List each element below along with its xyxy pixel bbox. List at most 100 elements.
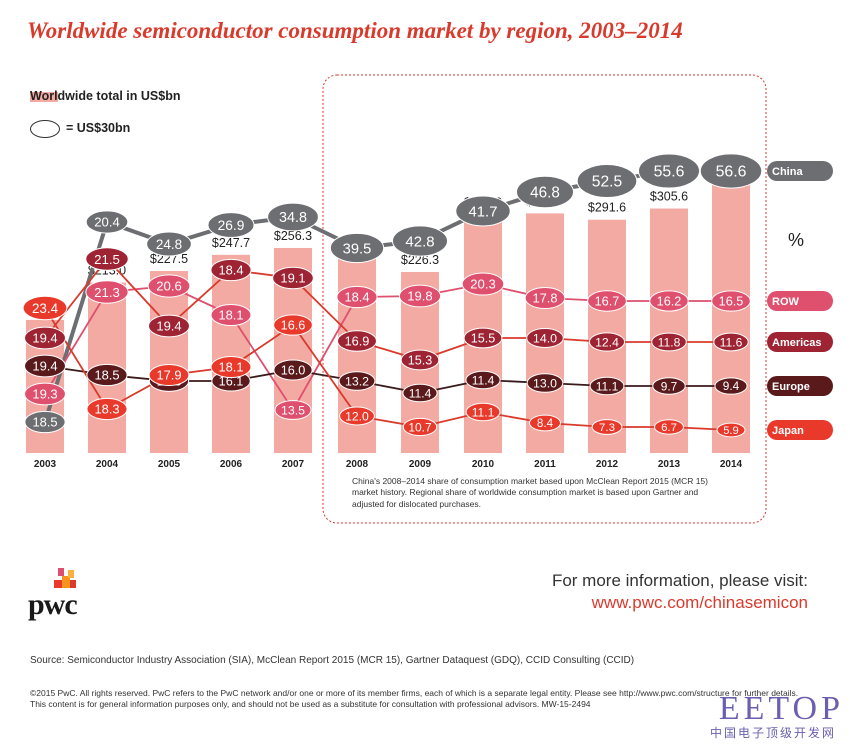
- bubble-label-china-2004: 20.4: [94, 215, 120, 230]
- bubble-label-europe-2013: 9.7: [661, 379, 677, 393]
- bar-total-2006: [212, 254, 250, 453]
- percent-label: %: [788, 230, 804, 250]
- bubble-japan-2012: [591, 419, 623, 435]
- bubble-label-americas-2004: 21.5: [94, 252, 120, 267]
- bubble-label-japan-2007: 16.6: [281, 318, 306, 333]
- bubble-japan-2005: [148, 364, 190, 386]
- bubble-japan-2013: [653, 419, 685, 435]
- bubble-europe-2013: [652, 377, 686, 395]
- bubble-europe-2003: [24, 354, 66, 378]
- bubble-label-china-2007: 34.8: [279, 210, 307, 226]
- bubble-europe-2010: [465, 370, 501, 390]
- bubble-americas-2014: [713, 332, 749, 352]
- bubble-americas-2010: [463, 327, 503, 349]
- highlight-frame: [322, 74, 767, 524]
- more-info-link[interactable]: www.pwc.com/chinasemicon: [591, 593, 808, 612]
- bubble-row-2012: [587, 290, 627, 312]
- x-tick-2011: 2011: [534, 459, 556, 470]
- bubble-label-japan-2010: 11.1: [472, 405, 495, 419]
- bubble-label-europe-2011: 13.0: [533, 376, 557, 390]
- legend-bar-label: Worldwide total in US$bn: [30, 89, 181, 103]
- bubble-label-japan-2014: 5.9: [723, 425, 739, 437]
- bubble-china-2011: [516, 175, 574, 209]
- bubble-label-row-2008: 18.4: [344, 290, 369, 305]
- bubble-label-europe-2008: 13.2: [345, 374, 369, 388]
- series-tag-label-row: ROW: [772, 296, 800, 308]
- watermark: EETOP: [718, 690, 844, 727]
- bubble-label-japan-2009: 10.7: [408, 420, 432, 434]
- series-tag-americas: [767, 332, 833, 352]
- bubble-label-china-2008: 39.5: [343, 241, 372, 257]
- bubble-china-2012: [576, 163, 638, 199]
- bubble-row-2003: [24, 382, 66, 406]
- bar-total-2014: [712, 184, 750, 454]
- bar-total-label-2009: $226.3: [401, 253, 439, 267]
- bar-total-label-2013: $305.6: [650, 190, 688, 204]
- bubble-americas-2008: [336, 330, 378, 352]
- bar-total-label-2006: $247.7: [212, 236, 250, 250]
- bubble-americas-2011: [526, 327, 564, 349]
- bubble-label-americas-2008: 16.9: [345, 334, 370, 349]
- x-tick-2006: 2006: [220, 459, 243, 470]
- bubble-label-americas-2012: 12.4: [595, 335, 619, 349]
- bubble-row-2011: [524, 287, 566, 309]
- x-tick-2013: 2013: [658, 459, 681, 470]
- chart-note: China's 2008–2014 share of consumption m…: [352, 476, 708, 509]
- bubble-label-europe-2004: 18.5: [94, 368, 119, 383]
- series-line-europe: [44, 365, 731, 394]
- bubble-japan-2008: [339, 406, 375, 426]
- bubble-label-japan-2005: 17.9: [156, 368, 181, 383]
- bar-total-2013: [650, 208, 688, 453]
- bubble-europe-2009: [402, 383, 438, 403]
- bubble-china-2010: [455, 195, 511, 227]
- bubble-label-americas-2003: 19.4: [32, 331, 57, 346]
- bubble-label-row-2010: 20.3: [470, 277, 496, 292]
- bubble-china-2007: [267, 202, 319, 232]
- bubble-row-2009: [398, 284, 442, 308]
- bubble-label-europe-2003: 19.4: [32, 359, 57, 374]
- bubble-label-japan-2011: 8.4: [537, 417, 554, 430]
- bubble-label-americas-2010: 15.5: [471, 332, 495, 346]
- bubble-label-row-2003: 19.3: [32, 387, 57, 402]
- bubble-japan-2006: [210, 355, 252, 379]
- series-tag-label-japan: Japan: [772, 425, 804, 437]
- bubble-label-japan-2003: 23.4: [32, 301, 59, 316]
- bubble-label-japan-2004: 18.3: [94, 402, 119, 417]
- x-tick-2012: 2012: [596, 459, 619, 470]
- copyright-text: ©2015 PwC. All rights reserved. PwC refe…: [30, 688, 799, 710]
- bubble-label-europe-2014: 9.4: [723, 380, 740, 393]
- legend-ellipse-label: = US$30bn: [66, 121, 131, 135]
- bubble-label-japan-2012: 7.3: [599, 422, 615, 434]
- bubble-americas-2003: [24, 326, 66, 350]
- x-tick-2007: 2007: [282, 459, 305, 470]
- pwc-logo-text: pwc: [28, 588, 78, 621]
- bar-total-label-2012: $291.6: [588, 201, 626, 215]
- bubble-label-americas-2014: 11.6: [720, 335, 743, 349]
- bubble-china-2006: [207, 212, 255, 238]
- bubble-china-2008: [329, 232, 385, 264]
- bubble-japan-2007: [273, 314, 313, 336]
- bubble-label-americas-2005: 19.4: [156, 319, 181, 334]
- bubble-label-china-2005: 24.8: [156, 237, 182, 252]
- x-tick-2003: 2003: [34, 459, 57, 470]
- series-tag-china: [767, 161, 833, 181]
- bubble-europe-2011: [526, 373, 564, 393]
- bar-total-2005: [150, 271, 188, 453]
- x-tick-2004: 2004: [96, 459, 119, 470]
- bubble-label-europe-2010: 11.4: [472, 373, 495, 387]
- chart-area: $166.42003$213.02004$227.52005$247.72006…: [22, 74, 833, 524]
- bubble-row-2007: [274, 400, 312, 420]
- bubble-label-europe-2006: 16.1: [219, 375, 244, 389]
- bubble-china-2014: [699, 153, 763, 189]
- bubble-label-china-2009: 42.8: [405, 233, 434, 250]
- bubble-americas-2006: [210, 258, 252, 282]
- bubble-label-row-2006: 18.1: [218, 308, 243, 323]
- bubble-label-row-2009: 19.8: [407, 289, 432, 304]
- bubble-row-2006: [210, 303, 252, 327]
- bubble-japan-2014: [716, 422, 746, 438]
- bubble-label-europe-2012: 11.1: [596, 379, 619, 393]
- more-info-text: For more information, please visit:: [551, 571, 808, 590]
- series-tag-label-europe: Europe: [772, 381, 810, 393]
- x-tick-2009: 2009: [409, 459, 432, 470]
- bubble-label-japan-2013: 6.7: [661, 422, 677, 434]
